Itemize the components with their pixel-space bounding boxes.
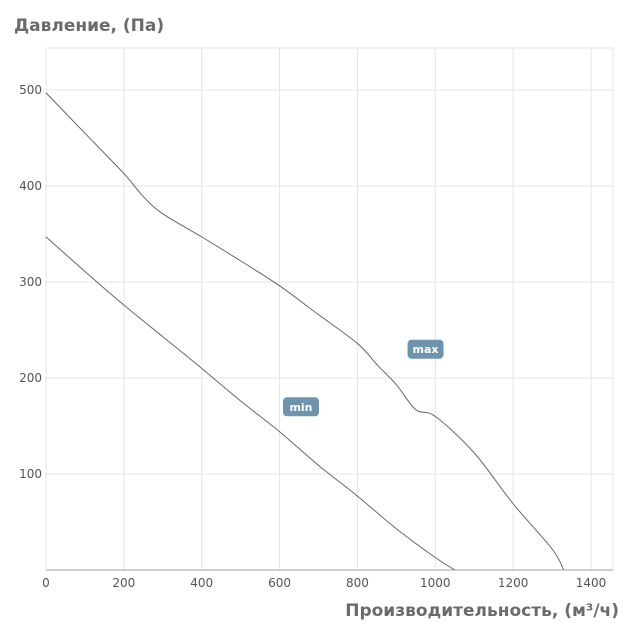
x-tick-label: 800 xyxy=(346,576,369,590)
series-line-min xyxy=(45,236,456,571)
series-tag-box xyxy=(407,339,444,359)
series-line-max xyxy=(45,92,565,571)
x-tick-label: 1200 xyxy=(498,576,529,590)
x-tick-labels: 0 200 400 600 800 1000 1200 1400 xyxy=(42,576,606,590)
series-tag-label: min xyxy=(289,401,312,414)
x-tick-label: 1000 xyxy=(420,576,451,590)
x-tick-label: 400 xyxy=(190,576,213,590)
x-tick-label: 200 xyxy=(112,576,135,590)
x-tick-label: 1400 xyxy=(576,576,607,590)
series-tags: max min xyxy=(282,339,444,417)
y-tick-labels: 100 200 300 400 500 xyxy=(19,83,42,481)
x-axis-title: Производительность, (м³/ч) xyxy=(345,601,619,621)
y-axis-title: Давление, (Па) xyxy=(14,16,164,36)
series-tag-label: max xyxy=(413,343,439,356)
y-tick-label: 200 xyxy=(19,371,42,385)
y-tick-label: 500 xyxy=(19,83,42,97)
x-tick-label: 600 xyxy=(268,576,291,590)
series-tag-box xyxy=(282,397,319,417)
y-tick-label: 400 xyxy=(19,179,42,193)
series-tag-max: max xyxy=(407,339,444,359)
series-lines xyxy=(45,92,565,571)
y-tick-label: 100 xyxy=(19,467,42,481)
y-tick-label: 300 xyxy=(19,275,42,289)
grid xyxy=(45,47,614,570)
series-tag-min: min xyxy=(282,397,319,417)
x-tick-label: 0 xyxy=(42,576,50,590)
